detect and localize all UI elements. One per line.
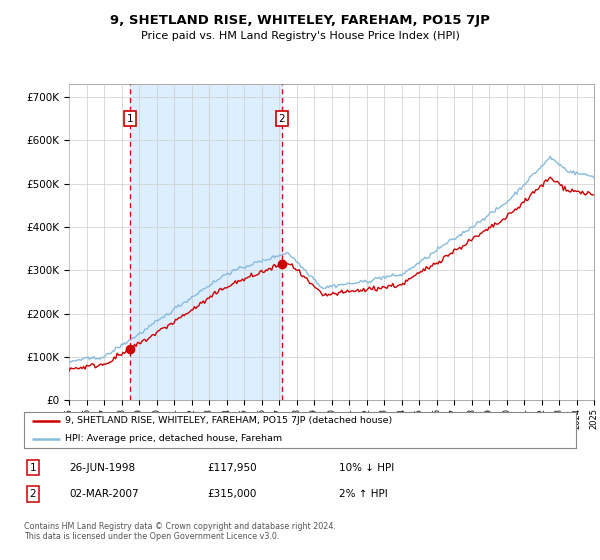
Text: 9, SHETLAND RISE, WHITELEY, FAREHAM, PO15 7JP (detached house): 9, SHETLAND RISE, WHITELEY, FAREHAM, PO1… (65, 416, 392, 425)
Text: 1: 1 (29, 463, 37, 473)
Text: Contains HM Land Registry data © Crown copyright and database right 2024.
This d: Contains HM Land Registry data © Crown c… (24, 522, 336, 542)
Text: 26-JUN-1998: 26-JUN-1998 (69, 463, 135, 473)
Text: 1: 1 (127, 114, 133, 124)
Text: £315,000: £315,000 (207, 489, 256, 499)
Text: Price paid vs. HM Land Registry's House Price Index (HPI): Price paid vs. HM Land Registry's House … (140, 31, 460, 41)
Text: £117,950: £117,950 (207, 463, 257, 473)
Text: 02-MAR-2007: 02-MAR-2007 (69, 489, 139, 499)
Text: 10% ↓ HPI: 10% ↓ HPI (339, 463, 394, 473)
Text: 9, SHETLAND RISE, WHITELEY, FAREHAM, PO15 7JP: 9, SHETLAND RISE, WHITELEY, FAREHAM, PO1… (110, 14, 490, 27)
Text: 2: 2 (29, 489, 37, 499)
Text: 2: 2 (278, 114, 285, 124)
Text: 2% ↑ HPI: 2% ↑ HPI (339, 489, 388, 499)
Bar (130, 84, 282, 400)
Text: HPI: Average price, detached house, Fareham: HPI: Average price, detached house, Fare… (65, 435, 283, 444)
